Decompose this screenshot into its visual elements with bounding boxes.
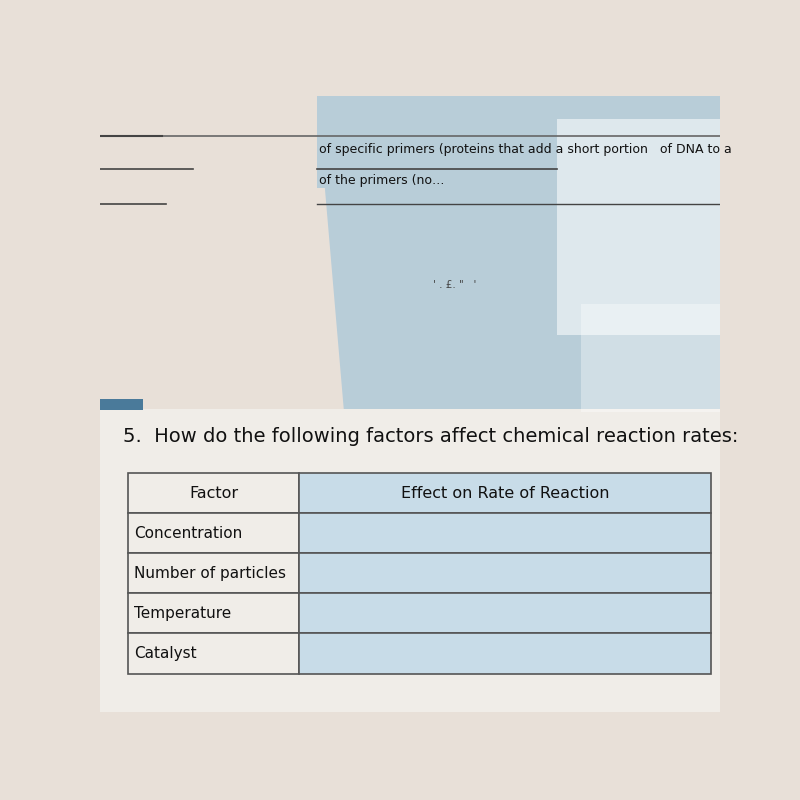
Bar: [299, 554, 710, 594]
Text: 5.  How do the following factors affect chemical reaction rates:: 5. How do the following factors affect c…: [123, 427, 738, 446]
Text: Number of particles: Number of particles: [134, 566, 286, 581]
Bar: [299, 474, 710, 514]
Bar: [100, 399, 142, 410]
Bar: [128, 474, 299, 514]
Text: ' . £. "   ': ' . £. " ': [434, 280, 477, 290]
Text: Concentration: Concentration: [134, 526, 242, 541]
Bar: [317, 96, 720, 188]
FancyBboxPatch shape: [558, 119, 720, 334]
Text: Temperature: Temperature: [134, 606, 231, 621]
Bar: [128, 514, 299, 554]
FancyBboxPatch shape: [581, 304, 720, 412]
Bar: [128, 634, 299, 674]
Text: Effect on Rate of Reaction: Effect on Rate of Reaction: [401, 486, 609, 501]
Polygon shape: [317, 96, 720, 412]
Text: of the primers (no…: of the primers (no…: [319, 174, 445, 187]
Bar: [299, 514, 710, 554]
Text: Factor: Factor: [189, 486, 238, 501]
Bar: [100, 410, 720, 712]
Text: Catalyst: Catalyst: [134, 646, 197, 661]
Bar: [299, 634, 710, 674]
Bar: [128, 554, 299, 594]
Bar: [128, 594, 299, 634]
Text: of specific primers (proteins that add a short portion   of DNA to a: of specific primers (proteins that add a…: [319, 143, 732, 157]
Bar: [299, 594, 710, 634]
